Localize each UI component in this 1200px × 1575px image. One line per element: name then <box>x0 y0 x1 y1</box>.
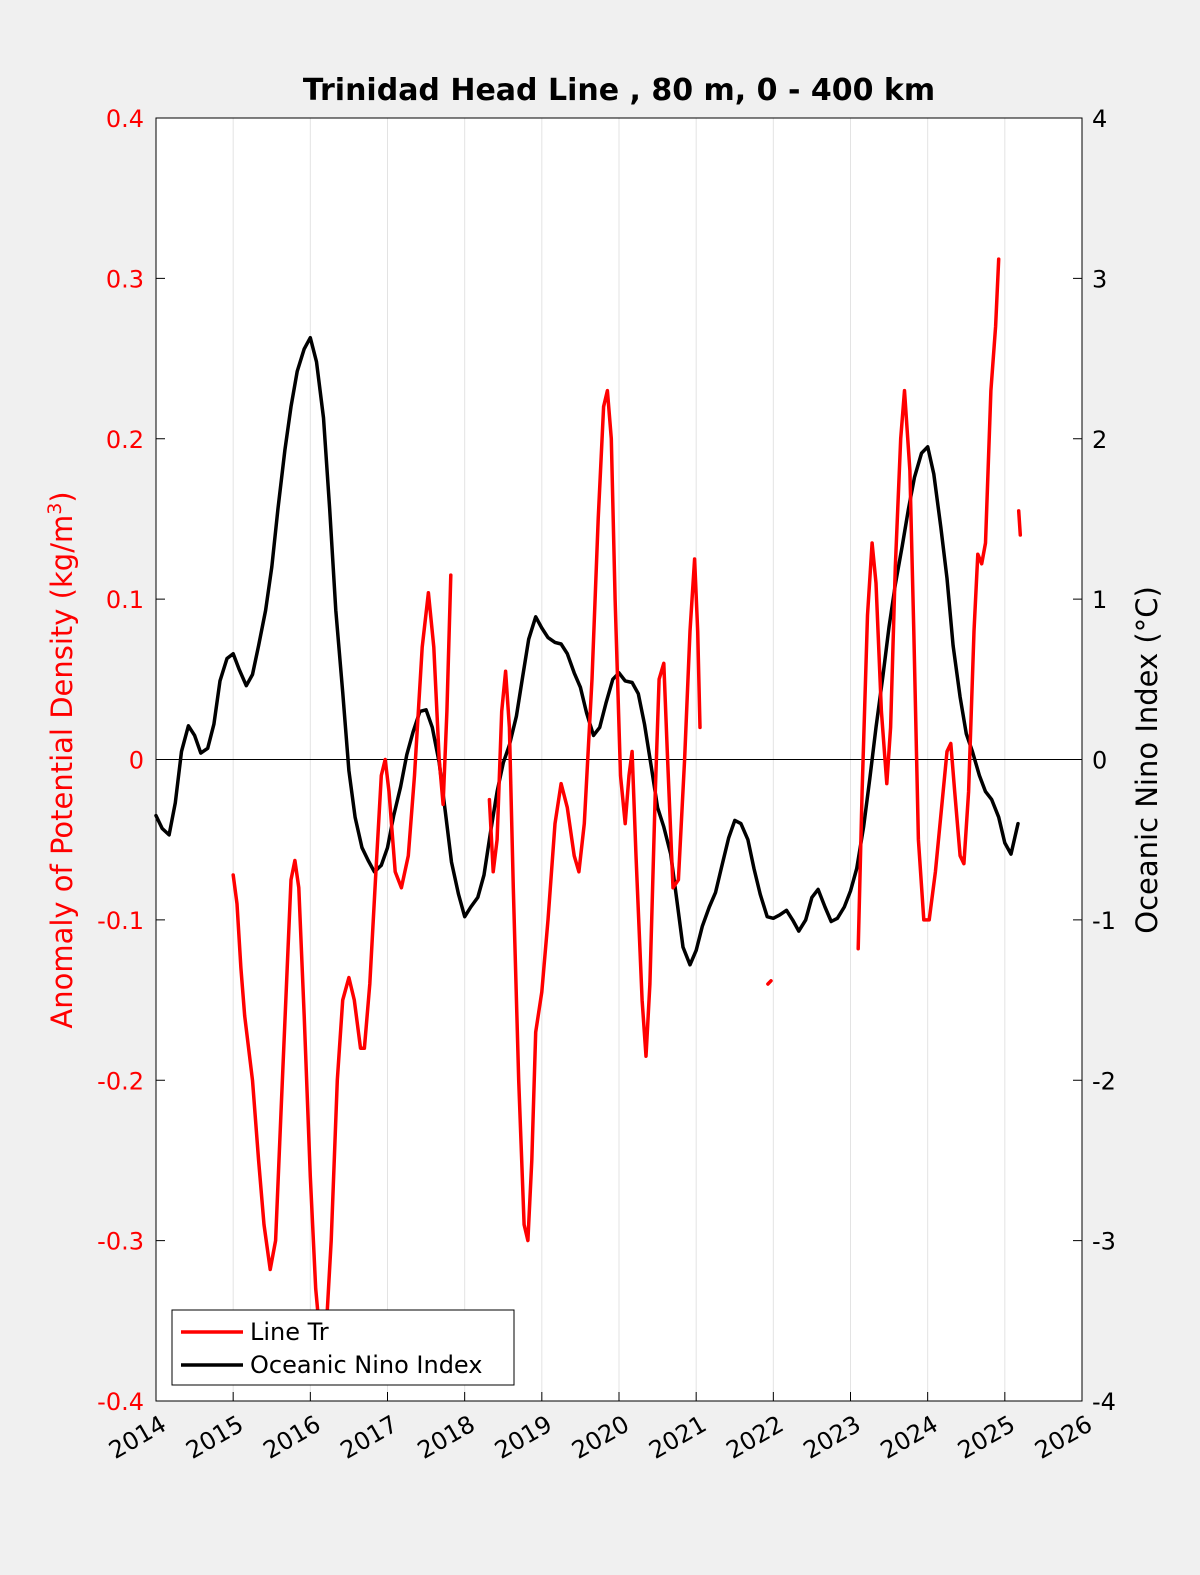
x-tick-label: 2020 <box>567 1410 634 1465</box>
x-tick-label: 2014 <box>104 1410 171 1465</box>
legend-box <box>171 1309 515 1386</box>
series-layer <box>154 257 1023 1342</box>
y-axis-label-left: Anomaly of Potential Density (kg/m3) <box>44 491 79 1028</box>
series-oni-line <box>154 335 1020 967</box>
y-tick-label-left: 0.4 <box>106 105 144 133</box>
y-tick-label-right: 0 <box>1092 747 1107 775</box>
x-tick-label: 2025 <box>953 1410 1020 1465</box>
y-tick-label-right: 4 <box>1092 105 1107 133</box>
y-tick-label-left: -0.4 <box>97 1388 144 1416</box>
y-tick-label-left: -0.2 <box>97 1067 144 1095</box>
series-line-tr-segment <box>766 979 773 986</box>
y-tick-label-right: 3 <box>1092 265 1107 293</box>
x-tick-label: 2018 <box>413 1410 480 1465</box>
x-tick-label: 2024 <box>876 1410 943 1465</box>
y-tick-label-right: -4 <box>1092 1388 1116 1416</box>
legend: Line Tr Oceanic Nino Index <box>171 1309 515 1386</box>
legend-label-line-tr: Line Tr <box>250 1318 329 1346</box>
y-tick-label-left: -0.3 <box>97 1228 144 1256</box>
y-tick-labels-left: -0.4 -0.3 -0.2 -0.1 0 0.1 0.2 0.3 0.4 <box>97 105 144 1416</box>
x-tick-label: 2021 <box>644 1410 711 1465</box>
y-tick-label-left: -0.1 <box>97 907 144 935</box>
x-tick-label: 2022 <box>721 1410 788 1465</box>
y-tick-label-right: -1 <box>1092 907 1116 935</box>
y-tick-label-left: 0 <box>129 747 144 775</box>
y-tick-label-right: 2 <box>1092 426 1107 454</box>
y-tick-label-right: -3 <box>1092 1228 1116 1256</box>
series-line-tr-segment <box>487 388 702 1243</box>
y-tick-label-left: 0.1 <box>106 586 144 614</box>
x-tick-labels: 2014 2015 2016 2017 2018 2019 2020 2021 2022 2023… <box>104 1410 1097 1465</box>
series-line-tr-segment <box>856 257 1001 951</box>
y-axis-label-right: Oceanic Nino Index (°C) <box>1130 586 1164 934</box>
x-tick-label: 2016 <box>258 1410 325 1465</box>
series-line-tr-segment <box>1016 509 1023 537</box>
chart-title: Trinidad Head Line , 80 m, 0 - 400 km <box>303 73 935 108</box>
tick-marks <box>155 117 1083 1402</box>
legend-label-oni: Oceanic Nino Index <box>250 1351 482 1379</box>
y-tick-labels-right: -4 -3 -2 -1 0 1 2 3 4 <box>1092 105 1116 1416</box>
y-tick-label-right: 1 <box>1092 586 1107 614</box>
x-tick-label: 2026 <box>1030 1410 1097 1465</box>
x-tick-label: 2017 <box>336 1410 403 1465</box>
x-tick-label: 2015 <box>181 1410 248 1465</box>
y-tick-label-left: 0.2 <box>106 426 144 454</box>
y-tick-label-left: 0.3 <box>106 265 144 293</box>
x-tick-label: 2019 <box>490 1410 557 1465</box>
x-tick-label: 2023 <box>799 1410 866 1465</box>
series-line-tr-segment <box>231 573 453 1342</box>
y-tick-label-right: -2 <box>1092 1067 1116 1095</box>
